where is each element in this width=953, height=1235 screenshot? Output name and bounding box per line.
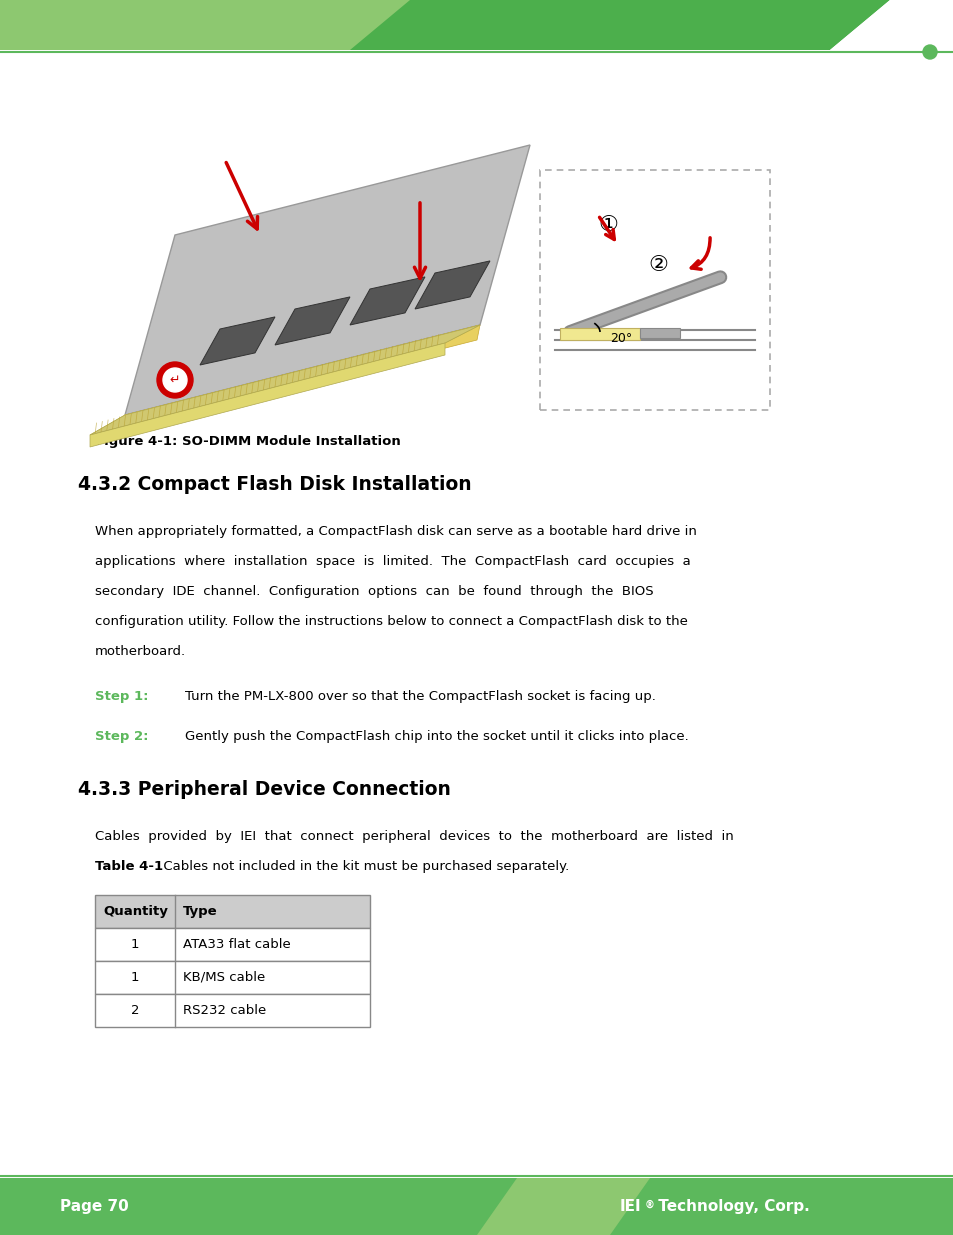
- Polygon shape: [90, 343, 444, 447]
- Text: Quantity: Quantity: [103, 905, 168, 918]
- Text: ATA33 flat cable: ATA33 flat cable: [183, 939, 291, 951]
- Bar: [95, 895, 370, 927]
- Polygon shape: [350, 277, 424, 325]
- Text: . Cables not included in the kit must be purchased separately.: . Cables not included in the kit must be…: [154, 860, 569, 873]
- Polygon shape: [200, 317, 274, 366]
- Polygon shape: [0, 0, 559, 49]
- Bar: [95, 961, 370, 994]
- Text: IEI: IEI: [619, 1199, 641, 1214]
- Circle shape: [157, 362, 193, 398]
- Text: Table 4-1: Table 4-1: [95, 860, 163, 873]
- Text: Turn the PM-LX-800 over so that the CompactFlash socket is facing up.: Turn the PM-LX-800 over so that the Comp…: [185, 690, 656, 703]
- Text: ®: ®: [644, 1200, 654, 1210]
- Circle shape: [163, 368, 187, 391]
- Text: 4.3.3 Peripheral Device Connection: 4.3.3 Peripheral Device Connection: [78, 781, 451, 799]
- Text: KB/MS cable: KB/MS cable: [183, 971, 265, 984]
- Polygon shape: [90, 325, 479, 435]
- Polygon shape: [415, 261, 490, 309]
- Polygon shape: [350, 0, 889, 49]
- Text: Page 70: Page 70: [60, 1199, 129, 1214]
- Text: Cables  provided  by  IEI  that  connect  peripheral  devices  to  the  motherbo: Cables provided by IEI that connect peri…: [95, 830, 733, 844]
- Bar: [95, 927, 370, 961]
- Text: 2: 2: [131, 1004, 139, 1016]
- Text: 4.3.2 Compact Flash Disk Installation: 4.3.2 Compact Flash Disk Installation: [78, 475, 471, 494]
- Bar: [95, 994, 370, 1028]
- Text: ②: ②: [647, 254, 667, 275]
- Polygon shape: [829, 0, 953, 49]
- Text: configuration utility. Follow the instructions below to connect a CompactFlash d: configuration utility. Follow the instru…: [95, 615, 687, 629]
- Polygon shape: [274, 296, 350, 345]
- Text: Step 1:: Step 1:: [95, 690, 149, 703]
- Text: ①: ①: [598, 215, 618, 235]
- Polygon shape: [122, 325, 479, 430]
- Text: Figure 4-1: SO-DIMM Module Installation: Figure 4-1: SO-DIMM Module Installation: [95, 435, 400, 448]
- Text: secondary  IDE  channel.  Configuration  options  can  be  found  through  the  : secondary IDE channel. Configuration opt…: [95, 585, 653, 598]
- Bar: [0, 1178, 953, 1235]
- Text: ↵: ↵: [170, 373, 180, 387]
- Polygon shape: [476, 1178, 649, 1235]
- Text: Type: Type: [183, 905, 217, 918]
- Polygon shape: [639, 329, 679, 338]
- Polygon shape: [90, 325, 479, 435]
- Text: Technology, Corp.: Technology, Corp.: [652, 1199, 809, 1214]
- Text: applications  where  installation  space  is  limited.  The  CompactFlash  card : applications where installation space is…: [95, 555, 690, 568]
- Text: motherboard.: motherboard.: [95, 645, 186, 658]
- Text: When appropriately formatted, a CompactFlash disk can serve as a bootable hard d: When appropriately formatted, a CompactF…: [95, 525, 696, 538]
- Polygon shape: [559, 329, 639, 340]
- Bar: [539, 170, 769, 410]
- Text: 1: 1: [131, 971, 139, 984]
- Text: Gently push the CompactFlash chip into the socket until it clicks into place.: Gently push the CompactFlash chip into t…: [185, 730, 688, 743]
- Polygon shape: [125, 144, 530, 415]
- Text: 20°: 20°: [609, 331, 632, 345]
- Text: RS232 cable: RS232 cable: [183, 1004, 266, 1016]
- Circle shape: [923, 44, 936, 59]
- Text: 1: 1: [131, 939, 139, 951]
- Text: Step 2:: Step 2:: [95, 730, 149, 743]
